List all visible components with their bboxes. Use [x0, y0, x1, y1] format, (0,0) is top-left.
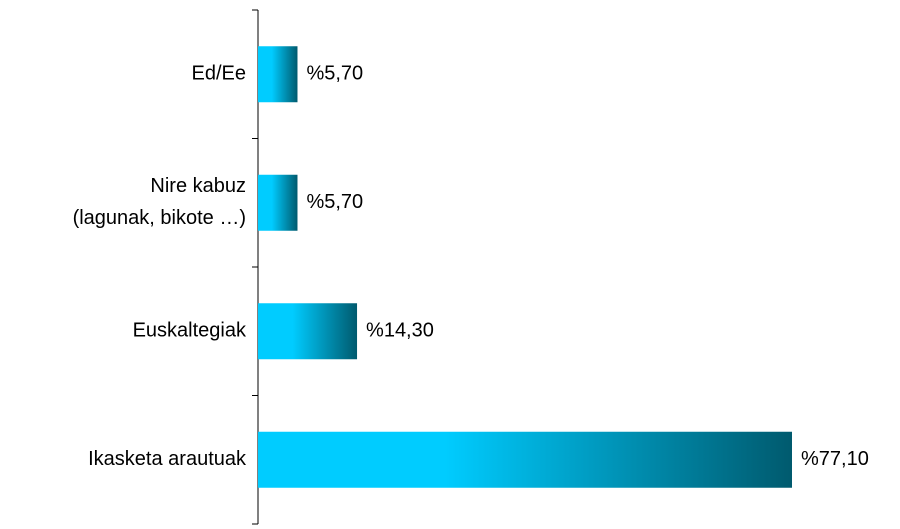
value-label: %77,10	[801, 448, 869, 470]
value-label: %5,70	[306, 63, 363, 85]
category-label: Nire kabuz (lagunak, bikote …)	[73, 175, 246, 229]
category-label: Ed/Ee	[192, 63, 246, 85]
bar	[258, 174, 298, 231]
bar	[258, 46, 298, 103]
bar	[258, 303, 358, 360]
value-label: %14,30	[366, 320, 434, 342]
value-label: %5,70	[306, 191, 363, 213]
category-label: Ikasketa arautuak	[88, 448, 247, 470]
category-label: Euskaltegiak	[133, 320, 247, 342]
bar	[258, 431, 792, 488]
